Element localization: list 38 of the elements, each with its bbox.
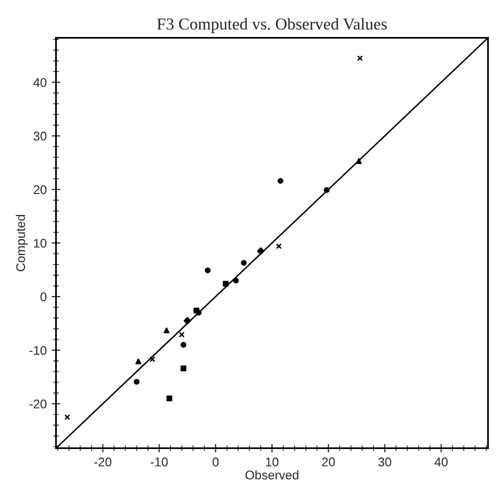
point xyxy=(278,178,284,184)
y-tick-label: 30 xyxy=(34,132,46,141)
point xyxy=(135,358,142,364)
x-tick-label: 10 xyxy=(266,458,278,466)
point xyxy=(222,280,229,287)
point xyxy=(357,55,363,62)
point xyxy=(64,414,70,420)
chart-title: F3 Computed vs. Observed Values xyxy=(157,18,387,34)
point xyxy=(256,247,265,255)
x-tick-label: 0 xyxy=(212,458,219,466)
point xyxy=(134,378,140,385)
x-tick-label: -20 xyxy=(94,458,112,466)
point xyxy=(276,243,282,250)
x-tick-label: 20 xyxy=(322,458,335,466)
point xyxy=(233,278,239,284)
point xyxy=(240,260,247,266)
y-tick-label: 20 xyxy=(34,185,46,194)
y-axis-title: Computed xyxy=(16,214,28,272)
point xyxy=(166,395,172,402)
y-tick-label: 0 xyxy=(40,292,46,302)
point xyxy=(184,316,192,324)
point xyxy=(324,187,330,193)
y-tick-label: 10 xyxy=(34,238,46,248)
y-tick-label: -20 xyxy=(29,400,46,408)
point xyxy=(164,327,170,334)
point xyxy=(150,356,156,362)
y-tick-label: 40 xyxy=(33,78,46,87)
point xyxy=(178,332,185,338)
point xyxy=(180,365,186,372)
x-tick-label: -10 xyxy=(150,458,168,466)
point xyxy=(356,158,362,164)
point xyxy=(194,308,200,314)
x-tick-label: 40 xyxy=(434,458,448,466)
point xyxy=(204,267,211,274)
x-tick-label: 30 xyxy=(378,458,392,466)
y-tick-label: -10 xyxy=(29,346,46,355)
x-axis-title: Observed xyxy=(245,470,298,480)
point xyxy=(180,342,186,348)
